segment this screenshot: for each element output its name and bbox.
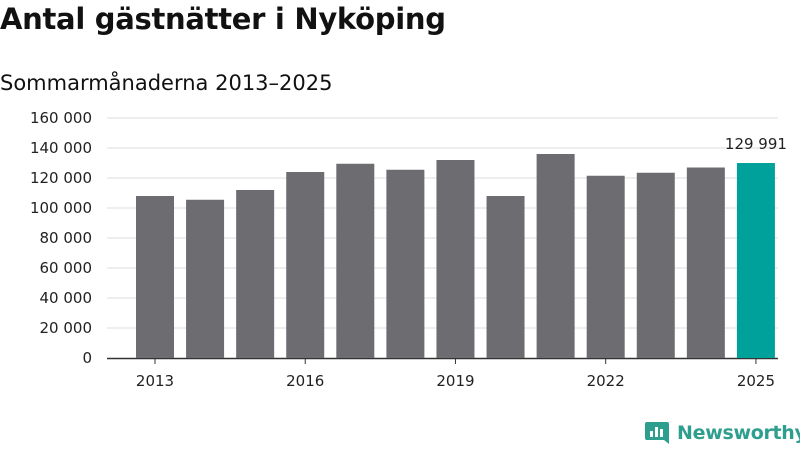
bar-2023 xyxy=(636,172,675,358)
y-tick-label: 0 xyxy=(82,349,92,367)
bar-chart: 0 20 000 40 000 60 000 80 000 100 000 120 000 1… xyxy=(30,109,787,390)
bar-2019 xyxy=(436,160,475,358)
y-tick-label: 40 000 xyxy=(40,289,93,307)
bar-2024 xyxy=(686,167,725,358)
data-label: 129 991 xyxy=(725,135,787,153)
bar-2017 xyxy=(336,163,375,358)
bar-2013 xyxy=(136,196,174,358)
chart-title: Antal gästnätter i Nyköping xyxy=(0,2,446,36)
y-tick-label: 120 000 xyxy=(30,169,92,187)
chart-subtitle: Sommarmånaderna 2013–2025 xyxy=(0,71,333,95)
x-tick-label: 2025 xyxy=(737,372,775,390)
brand-name: Newsworthy xyxy=(677,422,800,444)
bar-2025 xyxy=(736,163,775,358)
y-tick-label: 100 000 xyxy=(30,199,92,217)
y-tick-label: 80 000 xyxy=(40,229,93,247)
bar-2021 xyxy=(536,154,575,358)
bars xyxy=(136,154,775,358)
bar-chart-logo-icon xyxy=(645,422,669,444)
bar-2016 xyxy=(286,172,325,358)
brand-logo: Newsworthy xyxy=(644,420,800,446)
x-tick-label: 2016 xyxy=(286,372,324,390)
y-tick-label: 160 000 xyxy=(30,109,92,127)
x-tick-label: 2013 xyxy=(136,372,174,390)
x-tick-label: 2022 xyxy=(587,372,625,390)
y-tick-label: 20 000 xyxy=(40,319,93,337)
bar-2015 xyxy=(236,190,275,358)
x-tick-label: 2019 xyxy=(436,372,474,390)
bar-2020 xyxy=(486,196,525,358)
tick-labels: 0 20 000 40 000 60 000 80 000 100 000 120 000 1… xyxy=(30,109,787,390)
y-tick-label: 60 000 xyxy=(40,259,93,277)
bar-2022 xyxy=(586,175,625,358)
bar-2014 xyxy=(186,199,225,358)
y-tick-label: 140 000 xyxy=(30,139,92,157)
bar-2018 xyxy=(386,169,425,358)
